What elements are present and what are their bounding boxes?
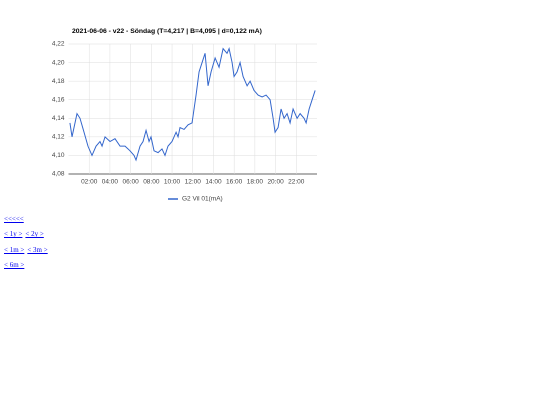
data-line [69, 47, 316, 162]
y-tick-label: 4,12 [52, 134, 65, 141]
chart-title: 2021-06-06 - v22 - Söndag (T=4,217 | B=4… [72, 28, 262, 35]
nav-link[interactable]: < 1y > [4, 230, 23, 239]
link-row: < 1m > < 3m > [4, 243, 51, 258]
y-tick-label: 4,10 [52, 152, 65, 159]
x-tick-label: 06:00 [122, 179, 139, 186]
y-tick-label: 4,22 [52, 41, 65, 48]
link-list: <<<<< < 1y > < 2y > < 1m > < 3m > < 6m > [4, 212, 51, 273]
chart: 2021-06-06 - v22 - Söndag (T=4,217 | B=4… [52, 28, 317, 203]
y-tick-label: 4,18 [52, 78, 65, 85]
x-tick-label: 02:00 [81, 179, 98, 186]
x-tick-label: 10:00 [164, 179, 181, 186]
x-tick-label: 20:00 [267, 179, 284, 186]
x-tick-label: 22:00 [288, 179, 305, 186]
y-tick-label: 4,14 [52, 115, 65, 122]
y-tick-label: 4,16 [52, 96, 65, 103]
nav-link[interactable]: < 3m > [27, 245, 48, 254]
x-tick-label: 08:00 [143, 179, 160, 186]
y-tick-label: 4,08 [52, 171, 65, 178]
link-row: < 1y > < 2y > [4, 227, 51, 242]
x-tick-label: 12:00 [185, 179, 202, 186]
legend-label: G2 Vil 01(mA) [182, 196, 223, 203]
link-row: <<<<< [4, 212, 51, 227]
x-tick-label: 18:00 [247, 179, 264, 186]
nav-link[interactable]: <<<<< [4, 215, 24, 223]
x-tick-label: 14:00 [205, 179, 222, 186]
nav-link[interactable]: < 1m > [4, 245, 25, 254]
y-tick-label: 4,20 [52, 59, 65, 66]
link-row: < 6m > [4, 258, 51, 273]
x-tick-label: 04:00 [102, 179, 119, 186]
x-tick-label: 16:00 [226, 179, 243, 186]
nav-link[interactable]: < 6m > [4, 260, 25, 269]
nav-link[interactable]: < 2y > [25, 230, 44, 239]
